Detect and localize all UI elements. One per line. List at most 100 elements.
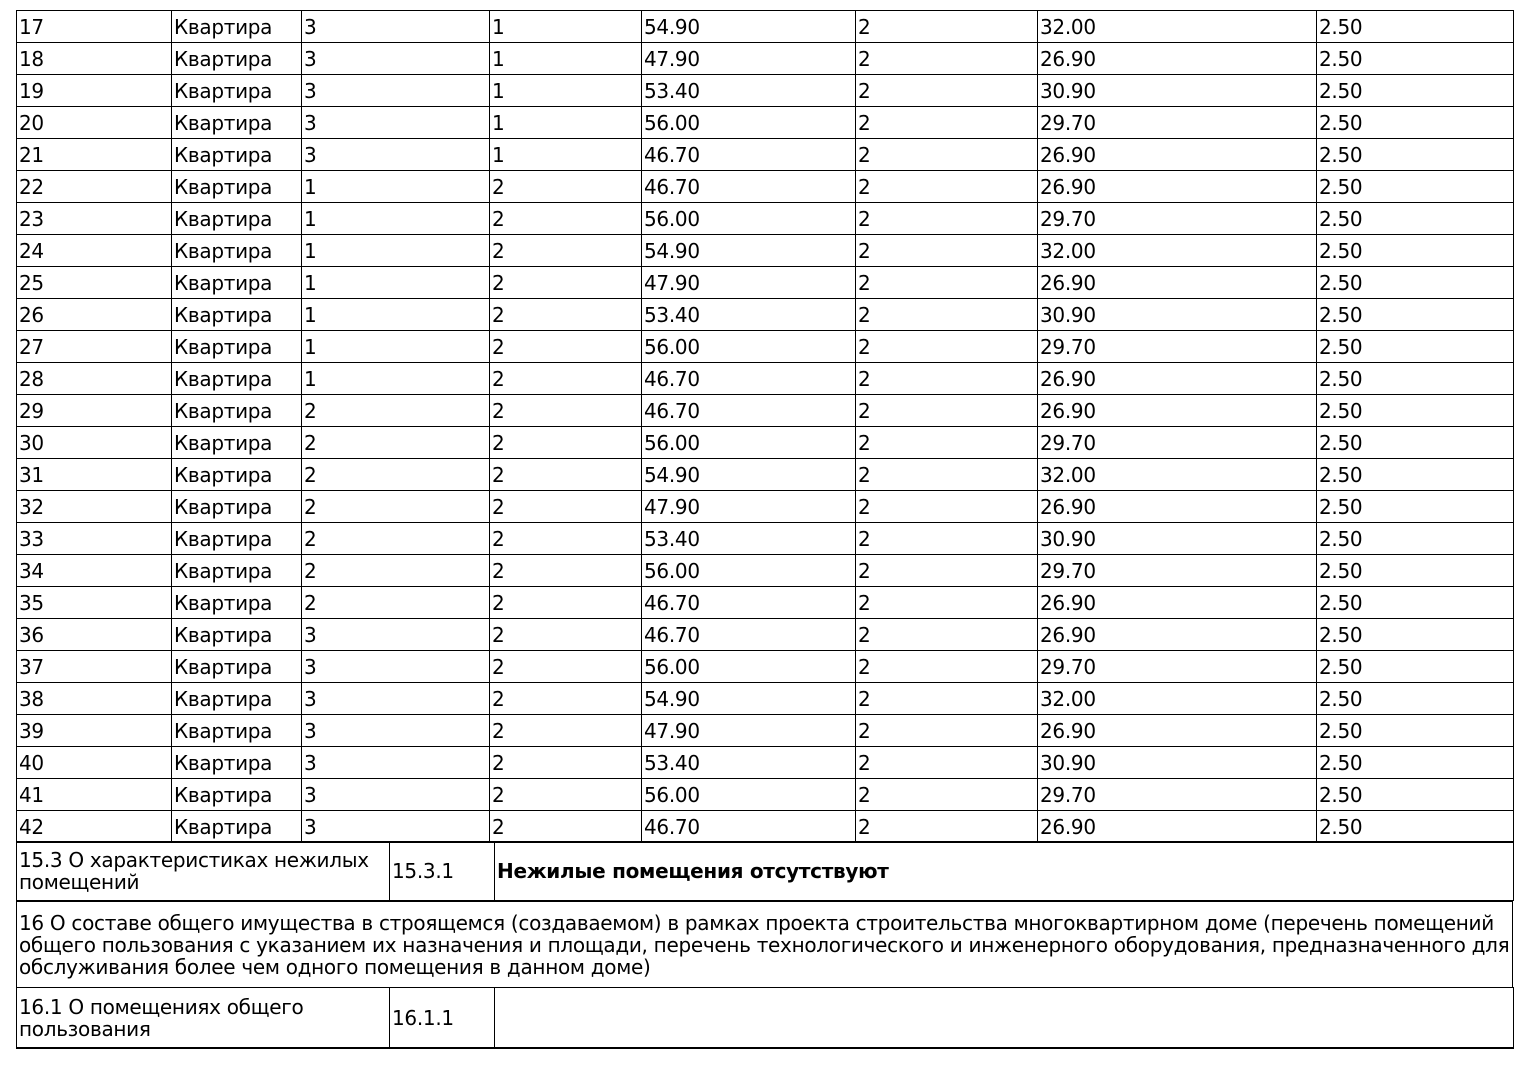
table-cell: 2 <box>489 586 642 619</box>
table-cell: 2.50 <box>1316 650 1514 683</box>
table-cell: 2.50 <box>1316 810 1514 843</box>
apartments-table: 17 Квартира 3 1 54.90 2 32.00 2.50 18 Квартира 3 1 4… <box>16 10 1514 843</box>
table-cell: 2 <box>855 202 1038 235</box>
table-cell: 2.50 <box>1316 106 1514 139</box>
table-cell: 2 <box>301 426 490 459</box>
table-cell: 2 <box>489 298 642 331</box>
table-row: 35 Квартира 2 2 46.70 2 26.90 2.50 <box>16 586 1514 619</box>
table-row: 42 Квартира 3 2 46.70 2 26.90 2.50 <box>16 810 1514 843</box>
table-cell: 46.70 <box>641 586 856 619</box>
table-cell: 17 <box>16 10 172 43</box>
table-cell: 54.90 <box>641 682 856 715</box>
table-cell: 56.00 <box>641 650 856 683</box>
section-code: 16.1.1 <box>389 987 495 1049</box>
table-row: 21 Квартира 3 1 46.70 2 26.90 2.50 <box>16 138 1514 171</box>
table-cell: 2 <box>855 234 1038 267</box>
table-cell: 47.90 <box>641 42 856 75</box>
table-cell: Квартира <box>171 714 302 747</box>
table-cell: 33 <box>16 522 172 555</box>
table-cell: 2 <box>301 394 490 427</box>
table-cell: 2.50 <box>1316 298 1514 331</box>
table-cell: 53.40 <box>641 522 856 555</box>
table-cell: Квартира <box>171 746 302 779</box>
table-cell: 53.40 <box>641 74 856 107</box>
table-cell: 2.50 <box>1316 330 1514 363</box>
table-cell: 1 <box>301 362 490 395</box>
table-cell: 46.70 <box>641 810 856 843</box>
table-cell: 2 <box>855 618 1038 651</box>
table-cell: 18 <box>16 42 172 75</box>
table-cell: Квартира <box>171 810 302 843</box>
table-cell: 2.50 <box>1316 362 1514 395</box>
table-cell: 2 <box>489 330 642 363</box>
table-cell: 25 <box>16 266 172 299</box>
table-cell: 29.70 <box>1037 554 1317 587</box>
table-cell: 41 <box>16 778 172 811</box>
table-cell: 2.50 <box>1316 394 1514 427</box>
table-row: 36 Квартира 3 2 46.70 2 26.90 2.50 <box>16 618 1514 651</box>
table-cell: Квартира <box>171 106 302 139</box>
table-cell: 2.50 <box>1316 682 1514 715</box>
table-cell: 2 <box>855 650 1038 683</box>
table-cell: 29.70 <box>1037 426 1317 459</box>
table-row: 19 Квартира 3 1 53.40 2 30.90 2.50 <box>16 74 1514 107</box>
table-cell: 26 <box>16 298 172 331</box>
table-cell: Квартира <box>171 426 302 459</box>
section-16-table: 16 О составе общего имущества в строящем… <box>16 901 1513 988</box>
table-cell: Квартира <box>171 42 302 75</box>
table-cell: 2.50 <box>1316 10 1514 43</box>
table-cell: 47.90 <box>641 714 856 747</box>
table-cell: 1 <box>301 170 490 203</box>
table-cell: 1 <box>489 10 642 43</box>
table-cell: 22 <box>16 170 172 203</box>
table-cell: 46.70 <box>641 138 856 171</box>
table-cell: 56.00 <box>641 554 856 587</box>
table-cell: 2.50 <box>1316 490 1514 523</box>
table-cell: Квартира <box>171 650 302 683</box>
table-cell: 26.90 <box>1037 810 1317 843</box>
table-cell: Квартира <box>171 586 302 619</box>
table-cell: 26.90 <box>1037 138 1317 171</box>
table-cell: 2 <box>489 490 642 523</box>
table-cell: 54.90 <box>641 458 856 491</box>
table-row: 18 Квартира 3 1 47.90 2 26.90 2.50 <box>16 42 1514 75</box>
table-cell: 2 <box>301 586 490 619</box>
table-cell: 26.90 <box>1037 586 1317 619</box>
table-cell: 37 <box>16 650 172 683</box>
table-cell: 29.70 <box>1037 330 1317 363</box>
table-row: 32 Квартира 2 2 47.90 2 26.90 2.50 <box>16 490 1514 523</box>
section-16-1-row: 16.1 О помещениях общего пользования 16.… <box>16 987 1514 1049</box>
table-cell: 47.90 <box>641 490 856 523</box>
table-cell: 3 <box>301 746 490 779</box>
table-cell: 32.00 <box>1037 10 1317 43</box>
table-cell: 2.50 <box>1316 778 1514 811</box>
table-cell: Квартира <box>171 394 302 427</box>
table-cell: 26.90 <box>1037 618 1317 651</box>
section-value: Нежилые помещения отсутствуют <box>494 841 1514 901</box>
table-cell: 2 <box>489 746 642 779</box>
table-cell: 2 <box>301 490 490 523</box>
table-cell: 2 <box>489 810 642 843</box>
table-cell: 2.50 <box>1316 42 1514 75</box>
table-cell: Квартира <box>171 74 302 107</box>
table-cell: 54.90 <box>641 10 856 43</box>
table-cell: Квартира <box>171 234 302 267</box>
table-cell: 1 <box>489 42 642 75</box>
table-cell: 2.50 <box>1316 202 1514 235</box>
section-title: 16 О составе общего имущества в строящем… <box>16 901 1513 988</box>
table-cell: 1 <box>301 202 490 235</box>
table-cell: 2 <box>489 266 642 299</box>
table-row: 22 Квартира 1 2 46.70 2 26.90 2.50 <box>16 170 1514 203</box>
table-cell: 1 <box>301 266 490 299</box>
table-cell: 2 <box>489 682 642 715</box>
table-cell: 2.50 <box>1316 74 1514 107</box>
table-cell: 2 <box>855 682 1038 715</box>
table-cell: 2 <box>855 554 1038 587</box>
table-cell: 3 <box>301 810 490 843</box>
table-cell: 53.40 <box>641 298 856 331</box>
table-cell: 56.00 <box>641 330 856 363</box>
table-cell: 2 <box>855 42 1038 75</box>
table-cell: 31 <box>16 458 172 491</box>
table-cell: 2.50 <box>1316 746 1514 779</box>
table-cell: Квартира <box>171 682 302 715</box>
